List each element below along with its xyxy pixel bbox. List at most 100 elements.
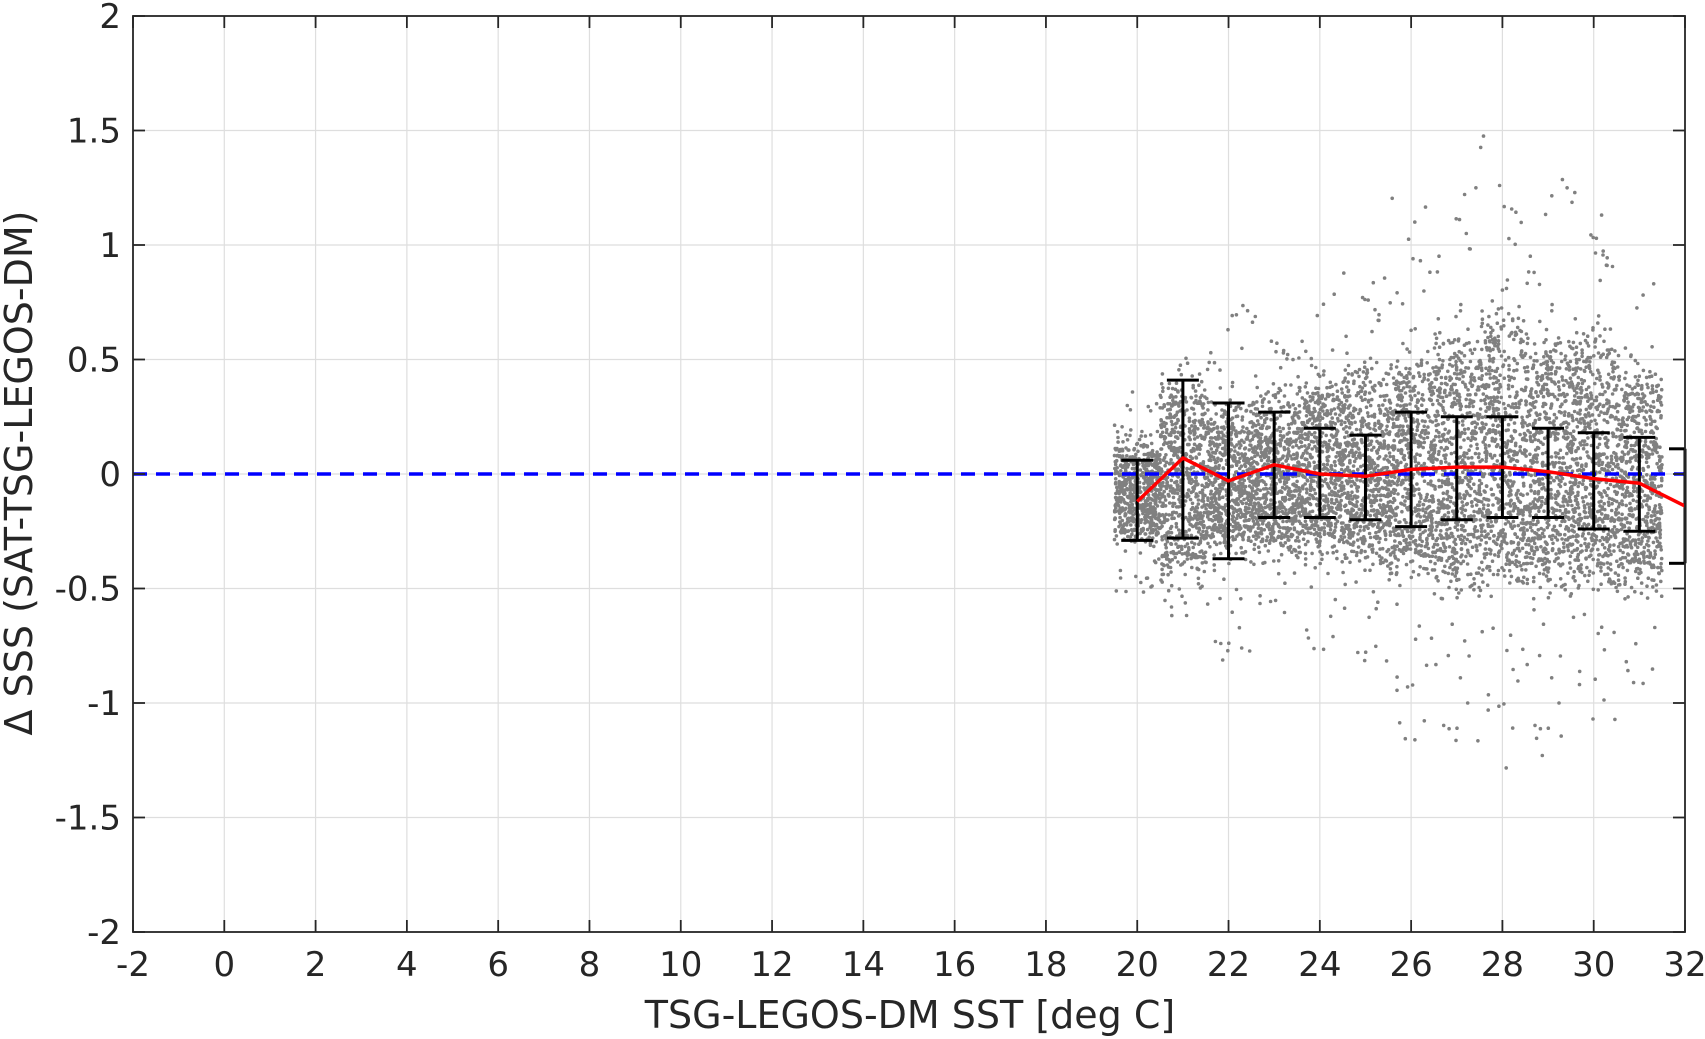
scatter-point	[1146, 477, 1151, 482]
scatter-point	[1252, 542, 1257, 547]
scatter-point	[1148, 496, 1153, 501]
scatter-point	[1256, 501, 1261, 505]
scatter-point	[1351, 415, 1355, 420]
scatter-point	[1363, 549, 1367, 554]
scatter-point	[1334, 382, 1338, 387]
scatter-point	[1260, 505, 1264, 510]
scatter-point	[1307, 501, 1312, 506]
scatter-point	[1198, 447, 1202, 452]
scatter-point	[1245, 437, 1250, 441]
scatter-point	[1179, 372, 1184, 377]
scatter-point	[1277, 425, 1282, 430]
scatter-point	[1304, 498, 1308, 502]
scatter-point	[1112, 453, 1117, 458]
scatter-point	[1244, 408, 1249, 413]
scatter-point	[1165, 539, 1170, 544]
scatter-point	[1252, 495, 1256, 500]
scatter-point	[1462, 513, 1467, 518]
scatter-point	[1206, 496, 1210, 500]
scatter-point	[1330, 467, 1334, 472]
scatter-point	[1368, 568, 1372, 573]
scatter-point	[1425, 541, 1429, 545]
scatter-point	[1395, 571, 1399, 575]
scatter-point	[1317, 531, 1322, 536]
scatter-point	[1325, 497, 1330, 501]
scatter-point	[1154, 499, 1158, 503]
scatter-point	[1352, 494, 1357, 499]
scatter-point	[1374, 512, 1379, 516]
scatter-point	[1184, 515, 1188, 520]
scatter-point	[1360, 507, 1365, 512]
scatter-point	[1265, 535, 1270, 539]
scatter-point	[1262, 397, 1266, 401]
scatter-point	[1230, 464, 1234, 469]
scatter-point	[1271, 382, 1276, 386]
scatter-point	[1285, 357, 1289, 361]
scatter-point	[1297, 389, 1302, 393]
scatter-point	[1190, 540, 1194, 545]
scatter-point	[1259, 526, 1263, 531]
scatter-point	[1460, 419, 1465, 423]
scatter-point	[1418, 258, 1423, 263]
scatter-point	[1250, 446, 1255, 451]
scatter-point	[1343, 435, 1347, 440]
scatter-point	[1171, 395, 1176, 400]
scatter-point	[1158, 491, 1162, 496]
scatter-point	[1193, 510, 1197, 514]
scatter-point	[1348, 560, 1352, 565]
scatter-point	[1333, 525, 1338, 529]
scatter-point	[1394, 513, 1398, 518]
scatter-point	[1413, 637, 1418, 641]
scatter-point	[1269, 339, 1274, 344]
scatter-point	[1352, 381, 1356, 386]
scatter-point	[1383, 444, 1387, 449]
scatter-point	[1291, 452, 1296, 457]
scatter-point	[1132, 455, 1137, 460]
scatter-point	[1374, 530, 1378, 535]
scatter-point	[1363, 568, 1367, 572]
scatter-point	[1453, 574, 1457, 578]
scatter-point	[1269, 459, 1273, 464]
scatter-point	[1185, 495, 1190, 499]
scatter-point	[1184, 356, 1188, 361]
scatter-point	[1117, 524, 1121, 529]
scatter-point	[1250, 431, 1254, 435]
scatter-point	[1193, 555, 1198, 560]
scatter-point	[1358, 524, 1363, 529]
scatter-point	[1309, 456, 1313, 460]
scatter-point	[1113, 466, 1117, 471]
scatter-point	[1449, 384, 1454, 389]
scatter-point	[1422, 424, 1426, 429]
scatter-point	[1205, 483, 1210, 488]
scatter-point	[1205, 602, 1210, 606]
scatter-point	[1199, 521, 1203, 525]
scatter-point	[1283, 541, 1288, 545]
scatter-point	[1310, 447, 1314, 451]
scatter-point	[1128, 433, 1132, 438]
scatter-point	[1368, 403, 1373, 408]
scatter-point	[1335, 397, 1339, 402]
scatter-point	[1390, 196, 1394, 201]
scatter-point	[1123, 477, 1127, 482]
scatter-point	[1439, 529, 1443, 533]
scatter-point	[1251, 400, 1255, 405]
scatter-point	[1230, 384, 1235, 389]
scatter-point	[1354, 450, 1358, 455]
scatter-point	[1308, 452, 1312, 457]
scatter-point	[1180, 562, 1185, 566]
scatter-point	[1383, 537, 1388, 542]
scatter-point	[1371, 562, 1375, 567]
scatter-point	[1357, 367, 1362, 372]
scatter-point	[1447, 585, 1451, 590]
scatter-point	[1325, 481, 1329, 486]
scatter-point	[1169, 478, 1174, 483]
scatter-point	[1200, 404, 1205, 408]
scatter-point	[1172, 415, 1176, 420]
scatter-point	[1383, 398, 1387, 403]
scatter-point	[1239, 545, 1243, 550]
scatter-point	[1207, 452, 1212, 457]
scatter-point	[1324, 433, 1328, 438]
scatter-point	[1258, 594, 1262, 598]
scatter-point	[1454, 542, 1458, 547]
scatter-point	[1333, 522, 1338, 526]
